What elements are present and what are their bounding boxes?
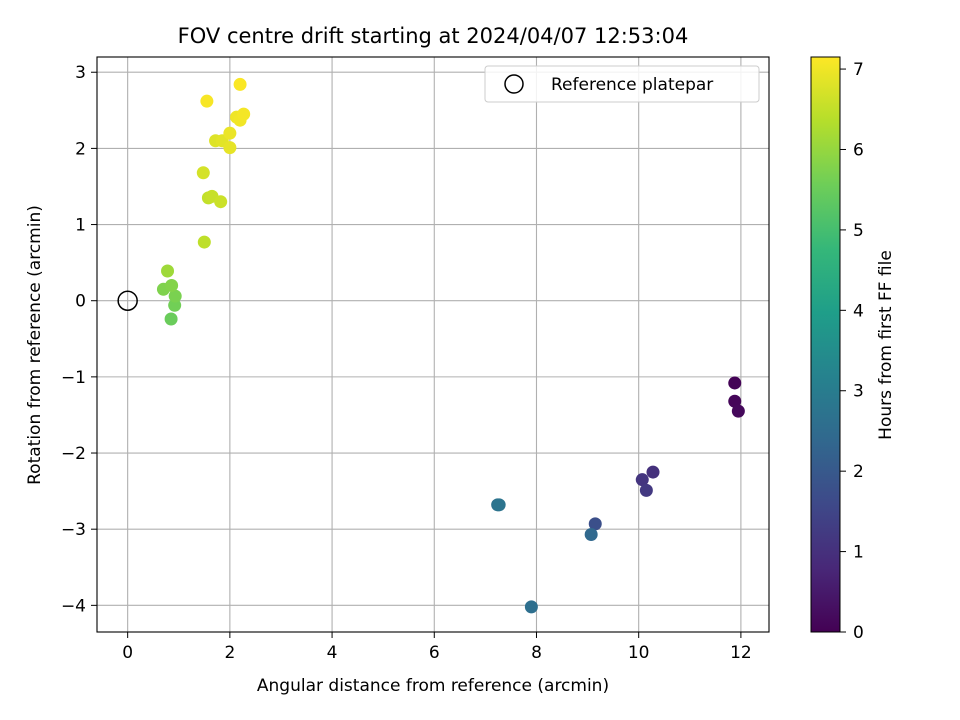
data-point (646, 465, 660, 479)
data-point (165, 278, 179, 292)
y-tick-label: −4 (61, 596, 86, 616)
x-tick-label: 12 (730, 643, 752, 663)
y-tick-label: −3 (61, 520, 86, 540)
data-point (588, 517, 602, 531)
plot-frame (96, 56, 770, 633)
colorbar-tick-label: 4 (853, 301, 864, 321)
data-point (233, 77, 247, 91)
y-tick-label: 1 (75, 216, 86, 236)
x-tick-label: 8 (531, 643, 542, 663)
y-tick-label: −1 (61, 368, 86, 388)
data-point (223, 141, 237, 155)
colorbar-tick-label: 1 (853, 543, 864, 563)
x-tick-label: 0 (122, 643, 133, 663)
y-axis-ticks: −4 −3 −2 −1 0 1 2 3 (61, 63, 97, 616)
data-point (164, 312, 178, 326)
colorbar-gradient (810, 56, 841, 633)
data-point (584, 528, 598, 542)
colorbar-tick-label: 6 (853, 140, 864, 160)
data-point (200, 94, 214, 108)
x-axis-ticks: 0 2 4 6 8 10 12 (122, 632, 752, 663)
legend-reference-marker (504, 74, 524, 94)
x-axis-label: Angular distance from reference (arcmin) (257, 676, 609, 696)
data-point (731, 404, 745, 418)
grid (97, 57, 769, 632)
colorbar: 0 1 2 3 4 5 6 7 Hours from first FF file (810, 56, 896, 643)
y-tick-label: −2 (61, 444, 86, 464)
y-tick-label: 0 (75, 292, 86, 312)
colorbar-tick-label: 0 (853, 623, 864, 643)
data-point (197, 235, 211, 249)
x-tick-label: 6 (429, 643, 440, 663)
data-point (492, 498, 506, 512)
x-tick-label: 2 (224, 643, 235, 663)
data-point (161, 264, 175, 278)
colorbar-tick-label: 2 (853, 462, 864, 482)
data-point (214, 195, 228, 209)
y-axis-label: Rotation from reference (arcmin) (25, 205, 45, 485)
data-point (168, 289, 182, 303)
y-tick-label: 2 (75, 139, 86, 159)
colorbar-tick-label: 7 (853, 60, 864, 80)
x-tick-label: 10 (628, 643, 650, 663)
reference-layer (117, 290, 138, 311)
data-point (196, 166, 210, 180)
colorbar-tick-label: 3 (853, 382, 864, 402)
y-tick-label: 3 (75, 63, 86, 83)
data-point (223, 126, 237, 140)
data-point (639, 483, 653, 497)
data-point (524, 600, 538, 614)
data-points (156, 77, 745, 614)
data-point (635, 473, 649, 487)
x-tick-label: 4 (327, 643, 338, 663)
data-point (728, 394, 742, 408)
colorbar-tick-label: 5 (853, 221, 864, 241)
chart-title: FOV centre drift starting at 2024/04/07 … (178, 24, 689, 48)
legend: Reference platepar (484, 65, 760, 103)
legend-label: Reference platepar (551, 75, 713, 95)
data-point (237, 107, 251, 121)
data-point (728, 376, 742, 390)
colorbar-label: Hours from first FF file (876, 250, 896, 440)
reference-marker (117, 290, 138, 311)
colorbar-ticks: 0 1 2 3 4 5 6 7 (840, 60, 864, 643)
legend-box (484, 65, 760, 103)
